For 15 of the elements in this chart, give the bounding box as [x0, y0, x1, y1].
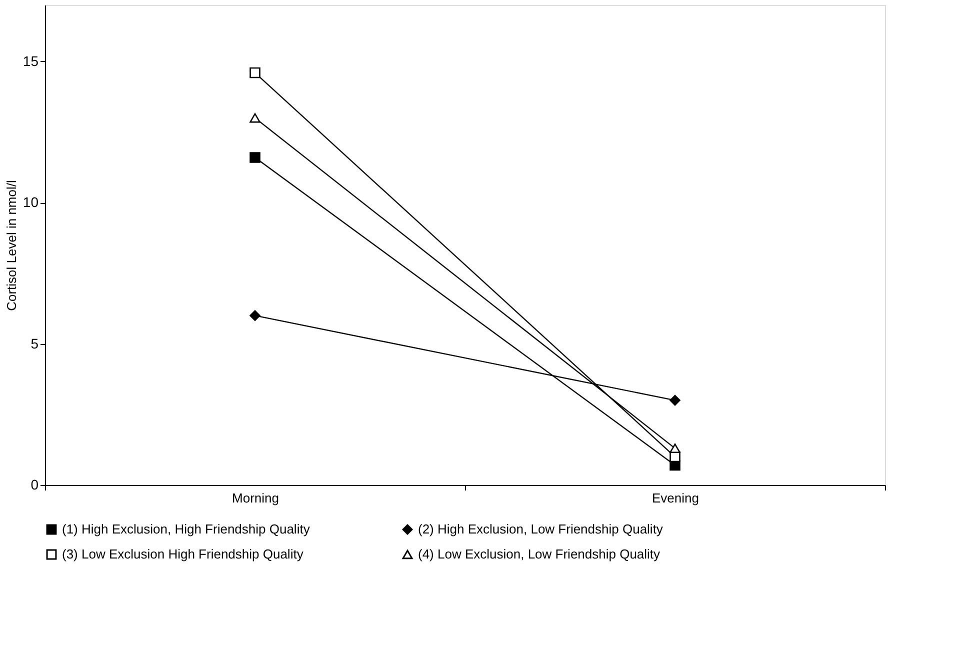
point: [670, 394, 680, 406]
y-axis-title: Cortisol Level in nmol/l: [4, 180, 19, 311]
legend-label: (1) High Exclusion, High Friendship Quality: [62, 522, 310, 537]
y-tick-label: 15: [22, 52, 39, 69]
y-tick-label: 0: [30, 476, 39, 492]
point: [250, 152, 260, 163]
legend-label: (3) Low Exclusion High Friendship Quality: [62, 546, 304, 562]
y-tick-label: 10: [22, 194, 39, 210]
legend-label: (2) High Exclusion, Low Friendship Quality: [418, 522, 664, 537]
point: [250, 310, 260, 321]
point: [250, 67, 260, 78]
legend-label: (4) Low Exclusion, Low Friendship Quality: [418, 546, 661, 562]
x-tick-label: Evening: [652, 490, 699, 506]
x-tick-label: Morning: [232, 490, 279, 506]
y-tick-label: 5: [30, 335, 39, 352]
